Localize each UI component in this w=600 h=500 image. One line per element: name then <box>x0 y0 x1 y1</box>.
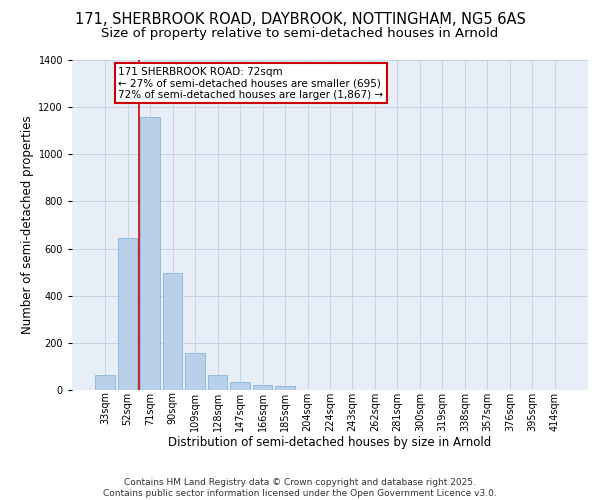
X-axis label: Distribution of semi-detached houses by size in Arnold: Distribution of semi-detached houses by … <box>169 436 491 450</box>
Text: Size of property relative to semi-detached houses in Arnold: Size of property relative to semi-detach… <box>101 28 499 40</box>
Text: Contains HM Land Registry data © Crown copyright and database right 2025.
Contai: Contains HM Land Registry data © Crown c… <box>103 478 497 498</box>
Text: 171, SHERBROOK ROAD, DAYBROOK, NOTTINGHAM, NG5 6AS: 171, SHERBROOK ROAD, DAYBROOK, NOTTINGHA… <box>74 12 526 28</box>
Bar <box>275 386 295 390</box>
Text: 171 SHERBROOK ROAD: 72sqm
← 27% of semi-detached houses are smaller (695)
72% of: 171 SHERBROOK ROAD: 72sqm ← 27% of semi-… <box>118 66 383 100</box>
Bar <box>230 382 250 390</box>
Bar <box>208 374 227 390</box>
Bar <box>163 272 182 390</box>
Bar <box>95 374 115 390</box>
Bar <box>185 354 205 390</box>
Bar <box>253 385 272 390</box>
Y-axis label: Number of semi-detached properties: Number of semi-detached properties <box>21 116 34 334</box>
Bar <box>140 116 160 390</box>
Bar <box>118 238 137 390</box>
